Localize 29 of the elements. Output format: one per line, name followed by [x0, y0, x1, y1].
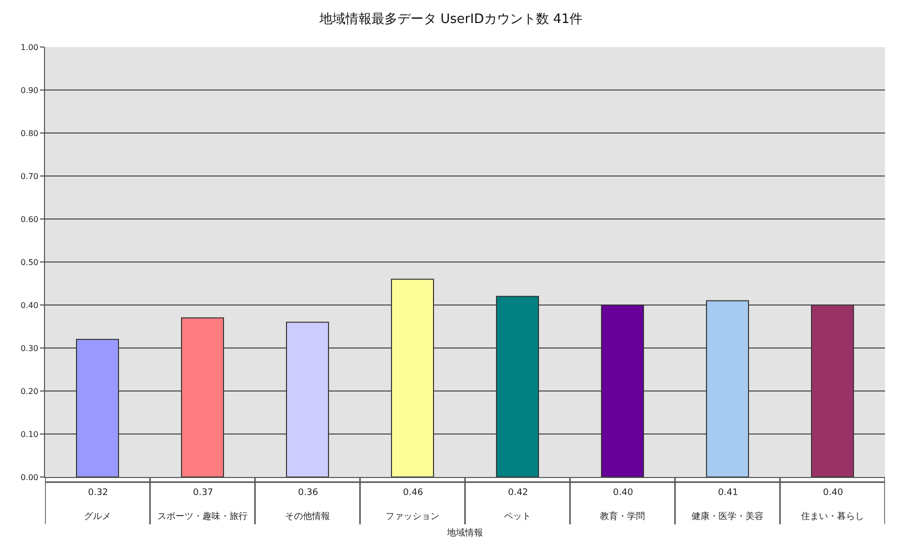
data-label: 0.42	[508, 488, 528, 498]
y-tick-label: 0.80	[20, 128, 38, 138]
data-label: 0.46	[403, 488, 424, 498]
x-tick-label: ファッション	[386, 512, 440, 522]
x-tick-label: 住まい・暮らし	[801, 510, 864, 522]
x-tick-label: 教育・学問	[600, 510, 645, 522]
data-label: 0.41	[718, 488, 738, 498]
x-tick-label: その他情報	[285, 510, 330, 522]
data-label: 0.37	[193, 488, 214, 498]
x-tick-label: 健康・医学・美容	[692, 510, 764, 522]
x-axis-title: 地域情報	[446, 528, 483, 539]
y-tick-label: 0.30	[20, 344, 38, 353]
x-tick-label: グルメ	[84, 510, 111, 522]
data-label: 0.40	[613, 488, 634, 498]
y-tick-label: 0.10	[20, 430, 38, 439]
x-tick-label: ペット	[504, 512, 531, 522]
y-tick-label: 0.40	[20, 300, 38, 310]
y-tick-label: 0.50	[20, 258, 38, 267]
y-tick-label: 0.60	[20, 214, 38, 224]
chart-title: 地域情報最多データ UserIDカウント数 41件	[318, 12, 583, 28]
y-tick-label: 0.90	[20, 86, 38, 95]
y-tick-label: 1.00	[20, 42, 38, 52]
y-tick-label: 0.20	[20, 386, 38, 396]
data-label: 0.32	[88, 488, 108, 498]
data-label: 0.40	[823, 488, 844, 498]
x-tick-label: スポーツ・趣味・旅行	[158, 510, 248, 522]
y-tick-label: 0.70	[20, 172, 38, 181]
data-label: 0.36	[298, 488, 318, 498]
y-tick-label: 0.00	[20, 472, 38, 482]
